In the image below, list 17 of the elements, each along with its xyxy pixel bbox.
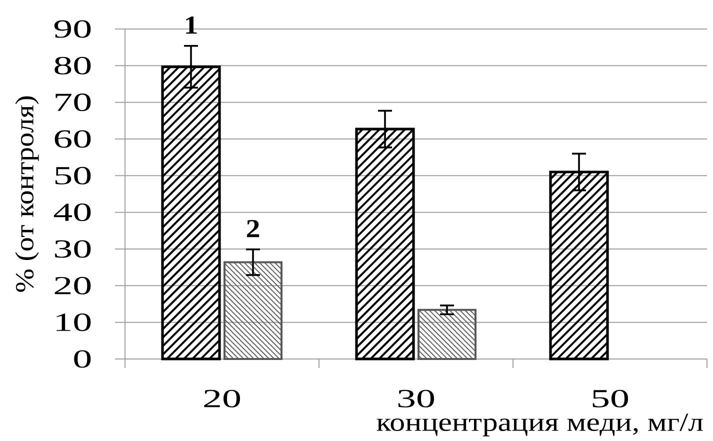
y-tick-label: 20 (54, 276, 91, 294)
x-axis-title: концентрация меди, мг/л (376, 414, 703, 436)
y-tick-label: 90 (54, 20, 91, 38)
series-label: 2 (246, 220, 260, 238)
y-tick-label: 80 (54, 56, 91, 74)
y-tick-label: 10 (56, 314, 91, 332)
x-tick-label: 30 (398, 390, 434, 408)
series-label: 1 (186, 16, 197, 34)
y-tick-label: 50 (55, 166, 91, 184)
x-tick-label: 50 (592, 390, 628, 408)
x-tick-label: 20 (204, 390, 240, 408)
y-tick-label: 60 (54, 130, 91, 148)
y-tick-label: 30 (55, 240, 91, 258)
y-tick-label: 70 (56, 94, 91, 112)
y-tick-label: 40 (54, 204, 91, 222)
y-tick-label: 0 (74, 350, 91, 368)
y-axis-title: % (от контроля) (15, 96, 39, 292)
